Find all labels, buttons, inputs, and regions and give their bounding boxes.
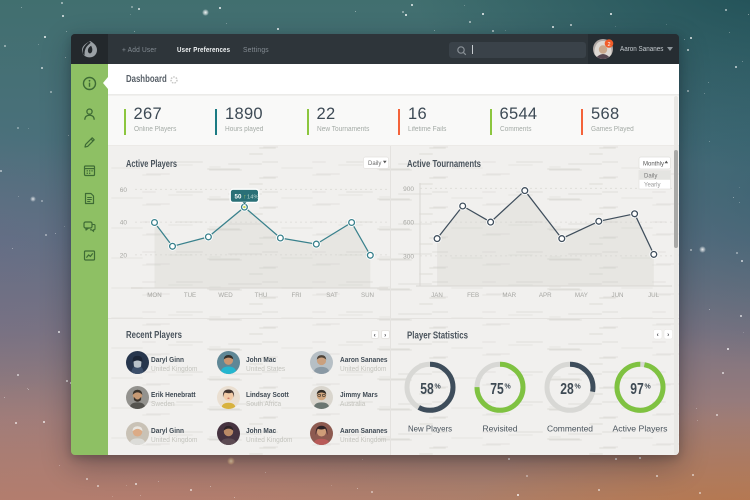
svg-text:MON: MON <box>147 292 161 299</box>
svg-text:FRI: FRI <box>292 292 302 299</box>
svg-text:2: 2 <box>607 42 610 48</box>
svg-text:%: % <box>575 384 582 391</box>
svg-text:JAN: JAN <box>431 292 443 299</box>
svg-text:MAR: MAR <box>502 292 516 299</box>
svg-text:THU: THU <box>255 292 268 299</box>
svg-text:Daily: Daily <box>368 161 381 167</box>
svg-text:60: 60 <box>120 187 128 194</box>
svg-text:40: 40 <box>120 220 128 227</box>
svg-text:%: % <box>435 384 442 391</box>
svg-text:SAT: SAT <box>326 292 338 299</box>
svg-text:%: % <box>505 384 512 391</box>
svg-text:Active Players: Active Players <box>126 159 177 170</box>
svg-text:New Players: New Players <box>408 424 452 434</box>
svg-text:Daily: Daily <box>644 173 657 179</box>
svg-text:JUN: JUN <box>611 292 623 299</box>
svg-text:300: 300 <box>403 253 414 260</box>
svg-text:‹: ‹ <box>657 332 659 339</box>
svg-text:Yearly: Yearly <box>644 182 660 188</box>
svg-text:600: 600 <box>403 220 414 227</box>
svg-text:JUL: JUL <box>648 292 660 299</box>
svg-text:↑: ↑ <box>244 194 247 200</box>
svg-text:Revisited: Revisited <box>483 424 518 434</box>
svg-text:900: 900 <box>403 186 414 193</box>
svg-text:28: 28 <box>560 381 574 398</box>
svg-text:MAY: MAY <box>575 292 588 299</box>
svg-text:›: › <box>667 332 669 339</box>
svg-text:TUE: TUE <box>184 292 196 299</box>
svg-text:14%: 14% <box>247 194 259 200</box>
svg-text:WED: WED <box>218 292 233 299</box>
svg-text:FEB: FEB <box>467 292 479 299</box>
svg-text:Player Statistics: Player Statistics <box>407 331 468 342</box>
svg-text:58: 58 <box>420 381 434 398</box>
svg-text:Monthly: Monthly <box>643 161 664 167</box>
svg-text:SUN: SUN <box>361 292 374 299</box>
svg-text:97: 97 <box>630 381 644 398</box>
svg-text:APR: APR <box>539 292 552 299</box>
svg-text:20: 20 <box>120 252 128 259</box>
svg-text:%: % <box>645 384 652 391</box>
svg-text:Commented: Commented <box>547 424 593 434</box>
svg-text:Active Players: Active Players <box>613 424 668 434</box>
svg-text:Active Tournaments: Active Tournaments <box>407 159 481 170</box>
svg-text:75: 75 <box>490 381 504 398</box>
svg-text:50: 50 <box>235 193 242 200</box>
